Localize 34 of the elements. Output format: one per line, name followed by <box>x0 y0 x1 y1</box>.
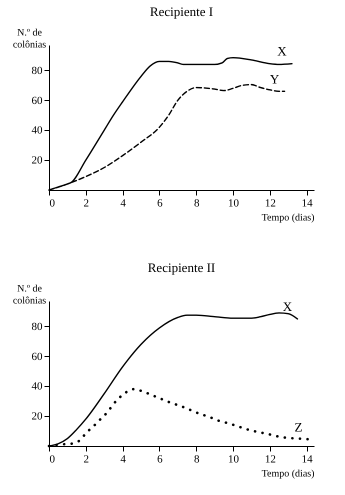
series-label: X <box>282 298 293 314</box>
x-tick-label: 4 <box>120 198 126 210</box>
y-tick-label: 40 <box>32 124 43 137</box>
x-axis-title: Tempo (dias) <box>262 212 314 224</box>
y-axis-title: N.º de colônias <box>12 284 46 306</box>
x-tick-label: 12 <box>264 454 276 466</box>
series-label: Y <box>270 71 280 86</box>
x-axis-title: Tempo (dias) <box>262 468 314 480</box>
x-tick-label: 4 <box>120 454 126 466</box>
y-tick-label: 80 <box>32 320 43 333</box>
y-tick-label: 60 <box>32 94 43 107</box>
x-tick-label: 10 <box>228 454 240 466</box>
y-tick-label: 60 <box>32 350 43 363</box>
y-tick-label: 40 <box>32 380 43 393</box>
x-tick-label: 6 <box>157 454 164 466</box>
y-tick-label: 20 <box>32 410 43 423</box>
x-tick-label: 0 <box>50 454 56 466</box>
x-tick-label: 0 <box>50 198 56 210</box>
y-tick-label: 80 <box>32 64 43 77</box>
x-tick-label: 2 <box>84 454 90 466</box>
x-tick-label: 2 <box>84 198 90 210</box>
x-tick-label: 10 <box>228 198 240 210</box>
x-tick-label: 8 <box>194 198 200 210</box>
x-tick-label: 14 <box>302 454 314 466</box>
y-axis-title: N.º de colônias <box>12 28 46 50</box>
x-tick-label: 8 <box>194 454 200 466</box>
series-label: X <box>277 44 288 59</box>
series-label: Z <box>294 419 303 434</box>
chart-title: Recipiente II <box>148 260 216 275</box>
x-tick-label: 6 <box>157 198 164 210</box>
y-tick-label: 20 <box>32 154 43 167</box>
x-tick-label: 14 <box>302 198 314 210</box>
chart-title: Recipiente I <box>150 4 214 19</box>
x-tick-label: 12 <box>264 198 276 210</box>
